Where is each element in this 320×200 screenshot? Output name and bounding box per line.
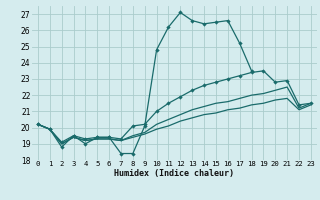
X-axis label: Humidex (Indice chaleur): Humidex (Indice chaleur) [115, 169, 234, 178]
